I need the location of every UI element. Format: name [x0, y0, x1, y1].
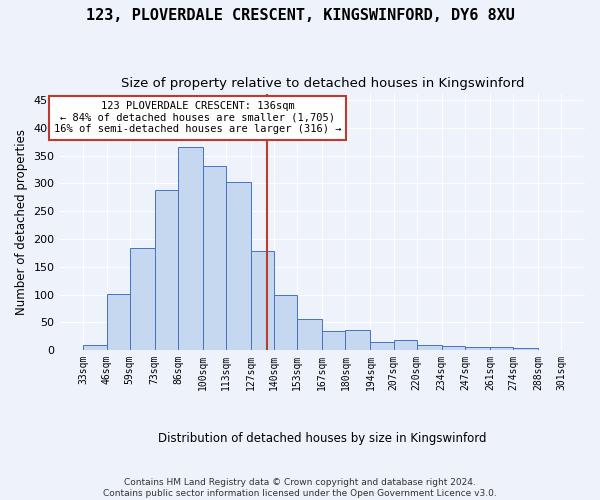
Text: 123 PLOVERDALE CRESCENT: 136sqm
← 84% of detached houses are smaller (1,705)
16%: 123 PLOVERDALE CRESCENT: 136sqm ← 84% of…: [54, 101, 341, 134]
Bar: [346, 330, 370, 350]
Bar: [107, 294, 130, 350]
Bar: [370, 342, 394, 350]
Bar: [417, 345, 442, 350]
Bar: [226, 182, 251, 350]
Bar: [130, 248, 155, 350]
Bar: [155, 190, 178, 350]
Y-axis label: Number of detached properties: Number of detached properties: [15, 130, 28, 316]
Bar: [298, 318, 322, 350]
Bar: [251, 251, 274, 350]
Bar: [513, 348, 538, 350]
Bar: [442, 346, 465, 350]
Bar: [322, 332, 346, 350]
X-axis label: Distribution of detached houses by size in Kingswinford: Distribution of detached houses by size …: [158, 432, 487, 445]
Bar: [83, 345, 107, 350]
Text: 123, PLOVERDALE CRESCENT, KINGSWINFORD, DY6 8XU: 123, PLOVERDALE CRESCENT, KINGSWINFORD, …: [86, 8, 514, 22]
Bar: [465, 348, 490, 350]
Bar: [178, 148, 203, 350]
Bar: [203, 166, 226, 350]
Bar: [490, 348, 513, 350]
Text: Contains HM Land Registry data © Crown copyright and database right 2024.
Contai: Contains HM Land Registry data © Crown c…: [103, 478, 497, 498]
Bar: [274, 294, 298, 350]
Bar: [394, 340, 417, 350]
Title: Size of property relative to detached houses in Kingswinford: Size of property relative to detached ho…: [121, 78, 524, 90]
